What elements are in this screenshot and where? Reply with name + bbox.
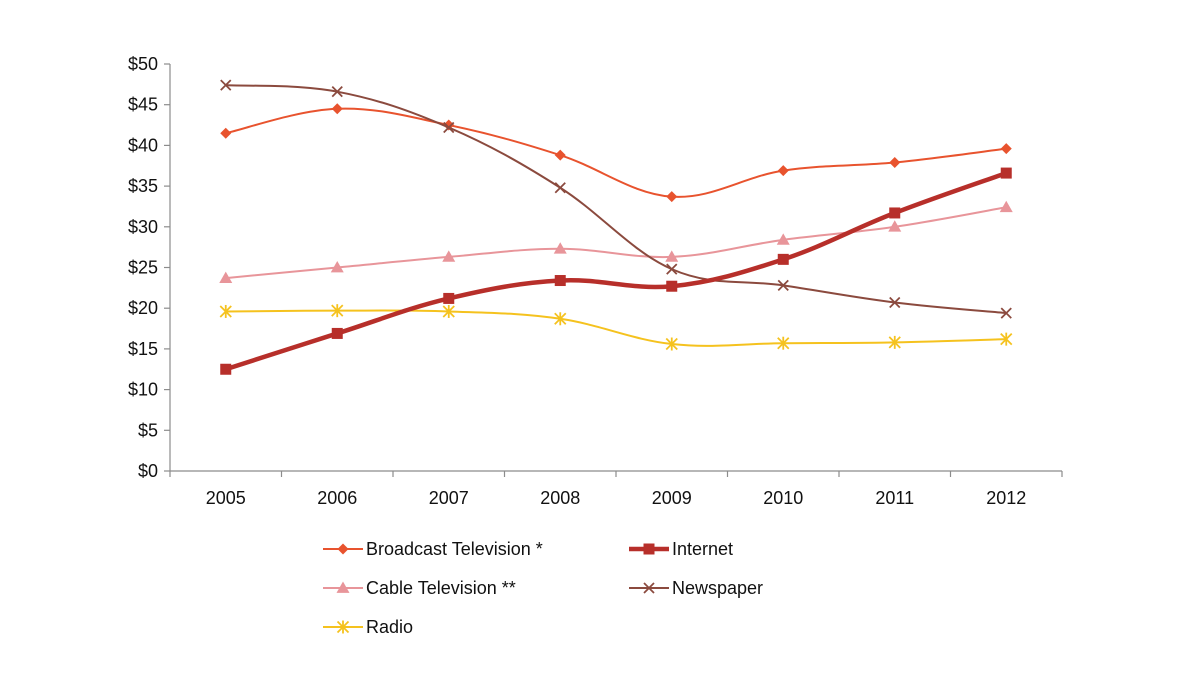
- x-tick-label: 2009: [652, 488, 692, 508]
- legend-swatch: [629, 543, 669, 555]
- data-point: [999, 200, 1013, 213]
- data-point: [888, 335, 901, 349]
- series-cable-television: [219, 200, 1013, 283]
- series-radio: [219, 304, 1013, 351]
- y-tick-label: $35: [128, 176, 158, 196]
- y-tick-label: $5: [138, 420, 158, 440]
- data-point: [665, 250, 679, 262]
- series-line: [225, 107, 1007, 198]
- data-point: [665, 337, 678, 351]
- y-tick-label: $50: [128, 54, 158, 74]
- data-point: [554, 275, 566, 287]
- data-point: [1000, 307, 1012, 319]
- series-internet: [220, 167, 1012, 375]
- legend-label: Broadcast Television *: [366, 538, 543, 559]
- x-tick-label: 2005: [206, 488, 246, 508]
- y-tick-label: $20: [128, 298, 158, 318]
- data-point: [1000, 143, 1012, 155]
- data-point: [554, 149, 566, 161]
- data-point: [1000, 167, 1012, 179]
- y-tick-label: $10: [128, 380, 158, 400]
- data-point: [220, 79, 232, 91]
- legend-item-cable-television: Cable Television **: [322, 576, 516, 600]
- data-point: [442, 304, 455, 318]
- legend-label: Newspaper: [672, 577, 764, 598]
- legend: Broadcast Television * Internet Cable Te…: [322, 537, 842, 647]
- legend-item-newspaper: Newspaper: [628, 576, 763, 600]
- data-point: [219, 271, 233, 283]
- data-point: [1000, 332, 1013, 346]
- legend-marker: [337, 543, 349, 555]
- legend-item-internet: Internet: [628, 537, 733, 561]
- legend-label: Radio: [366, 616, 414, 637]
- data-point: [666, 191, 678, 203]
- series-line: [225, 84, 1007, 315]
- data-point: [554, 182, 566, 194]
- data-point: [331, 327, 343, 339]
- series-broadcast-television: [220, 103, 1012, 203]
- legend-swatch: [629, 582, 669, 594]
- data-point: [554, 312, 567, 326]
- y-tick-label: $45: [128, 95, 158, 115]
- data-point: [777, 253, 789, 265]
- data-point: [331, 304, 344, 318]
- data-point: [889, 156, 901, 168]
- data-point: [443, 292, 455, 304]
- legend-marker: [643, 543, 655, 555]
- data-point: [442, 250, 456, 262]
- data-point: [553, 242, 567, 254]
- legend-item-broadcast-television: Broadcast Television *: [322, 537, 543, 561]
- x-tick-label: 2012: [986, 488, 1026, 508]
- y-tick-label: $0: [138, 461, 158, 481]
- data-point: [777, 165, 789, 177]
- series-line: [225, 206, 1007, 280]
- y-tick-label: $25: [128, 258, 158, 278]
- data-point: [443, 121, 455, 134]
- data-point: [889, 207, 901, 219]
- y-tick-label: $30: [128, 217, 158, 237]
- y-tick-label: $15: [128, 339, 158, 359]
- data-point: [331, 103, 343, 115]
- legend-label: Cable Television **: [366, 577, 516, 598]
- series-line: [225, 309, 1007, 347]
- legend-label: Internet: [672, 538, 734, 559]
- data-point: [666, 263, 678, 275]
- legend-marker: [336, 581, 350, 593]
- data-point: [220, 127, 232, 139]
- x-tick-label: 2010: [763, 488, 803, 508]
- data-point: [777, 336, 790, 350]
- data-point: [331, 86, 343, 98]
- y-tick-label: $40: [128, 135, 158, 155]
- data-point: [219, 304, 232, 318]
- x-tick-label: 2008: [540, 488, 580, 508]
- data-point: [220, 363, 232, 375]
- series-line: [225, 170, 1008, 372]
- legend-swatch: [323, 543, 363, 555]
- series-newspaper: [220, 79, 1012, 319]
- x-tick-label: 2007: [429, 488, 469, 508]
- data-point: [330, 261, 344, 273]
- data-point: [666, 280, 678, 292]
- x-tick-label: 2006: [317, 488, 357, 508]
- x-tick-label: 2011: [875, 488, 914, 508]
- legend-item-radio: Radio: [322, 615, 413, 639]
- legend-swatch: [323, 620, 363, 634]
- legend-swatch: [323, 581, 363, 593]
- data-point: [889, 296, 901, 309]
- legend-marker: [643, 582, 655, 594]
- data-point: [777, 279, 789, 292]
- data-point: [888, 220, 902, 232]
- legend-marker: [336, 620, 350, 634]
- data-point: [776, 233, 790, 245]
